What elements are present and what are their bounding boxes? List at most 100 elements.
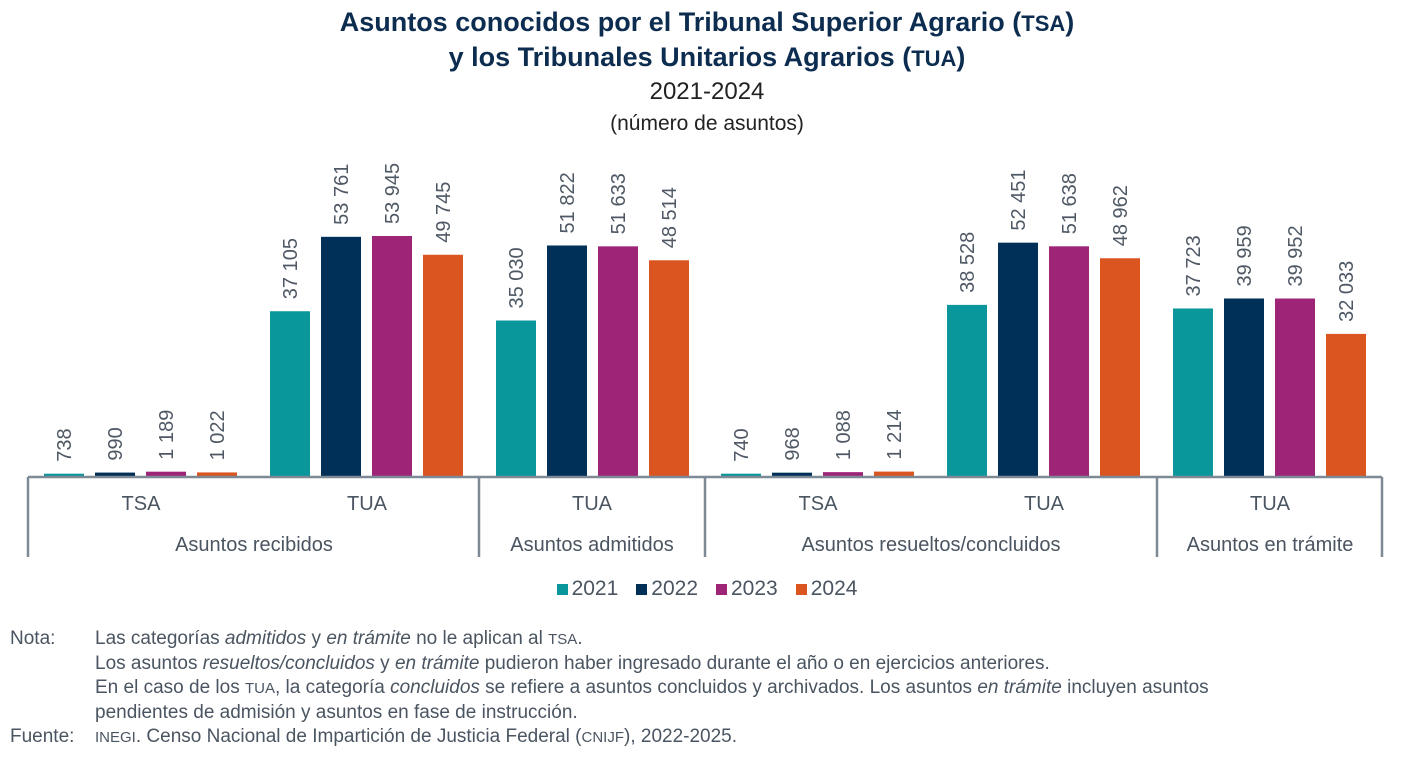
legend: 2021 2022 2023 2024 xyxy=(0,577,1414,601)
value-labels-layer: 738 37 105 35 030 740 38 528 37 723 990 53 761 5… xyxy=(54,163,1358,462)
t: y xyxy=(374,653,395,674)
value-label: 1 189 xyxy=(156,410,178,460)
group-category-label: Asuntos resueltos/concluidos xyxy=(801,534,1060,556)
t: resueltos/concluidos xyxy=(202,653,375,674)
bar-2021-5 xyxy=(1173,308,1213,477)
sub-category-label: TUA xyxy=(572,493,613,515)
bar-2023-1 xyxy=(372,236,412,477)
value-label: 38 528 xyxy=(957,232,979,293)
value-label: 39 952 xyxy=(1285,225,1307,286)
value-label: 37 723 xyxy=(1183,235,1205,296)
t: CNIJF xyxy=(581,729,625,746)
bar-2022-2 xyxy=(547,245,587,477)
legend-swatch xyxy=(636,583,648,595)
note-spacer xyxy=(10,652,95,676)
value-label: 53 761 xyxy=(331,164,353,225)
notes: Nota: Las categorías admitidos y en trám… xyxy=(10,627,1209,750)
chart-period: 2021-2024 xyxy=(649,78,765,105)
note-3: En el caso de los TUA, la categoría conc… xyxy=(10,676,1209,701)
title-paren: ) xyxy=(956,42,966,72)
note-text: Los asuntos resueltos/concluidos y en tr… xyxy=(95,652,1050,676)
chart-title-line2: y los Tribunales Unitarios Agrarios (TUA… xyxy=(0,41,1414,75)
value-label: 39 959 xyxy=(1234,225,1256,286)
t: , la categoría xyxy=(274,677,391,698)
note-1: Nota: Las categorías admitidos y en trám… xyxy=(10,627,1209,652)
legend-item-2022: 2022 xyxy=(636,577,698,601)
source-label: Fuente: xyxy=(10,726,75,747)
value-label: 52 451 xyxy=(1008,170,1030,231)
legend-item-2024: 2024 xyxy=(795,577,858,601)
value-label: 51 638 xyxy=(1059,173,1081,234)
sub-category-label: TUA xyxy=(1250,493,1291,515)
bar-2024-0 xyxy=(197,472,237,477)
legend-swatch xyxy=(795,583,807,595)
sub-category-label: TUA xyxy=(1024,493,1065,515)
bar-2022-4 xyxy=(998,242,1038,477)
bar-2023-2 xyxy=(598,246,638,477)
bar-2024-5 xyxy=(1326,333,1366,477)
t: y xyxy=(306,628,327,649)
value-label: 1 214 xyxy=(884,410,906,460)
value-label: 37 105 xyxy=(280,238,302,299)
legend-label: 2021 xyxy=(571,577,619,600)
t: admitidos xyxy=(224,628,307,649)
title-abbr-tsa: TSA xyxy=(1021,11,1066,36)
chart-title-line1: Asuntos conocidos por el Tribunal Superi… xyxy=(0,6,1414,40)
t: pudieron haber ingresado durante el año … xyxy=(479,653,1050,674)
value-label: 51 822 xyxy=(557,172,579,233)
bars-layer xyxy=(44,236,1366,477)
bar-2021-1 xyxy=(270,311,310,477)
t: . Censo Nacional de Impartición de Justi… xyxy=(135,726,582,747)
value-label: 48 514 xyxy=(659,187,681,248)
value-label: 738 xyxy=(54,428,76,461)
group-category-label: Asuntos en trámite xyxy=(1187,534,1354,556)
t: no le aplican al xyxy=(410,628,549,649)
source-text: INEGI. Censo Nacional de Impartición de … xyxy=(95,725,737,750)
bar-2024-1 xyxy=(423,254,463,477)
bar-2021-4 xyxy=(947,304,987,477)
value-label: 49 745 xyxy=(433,182,455,243)
t: TSA xyxy=(548,631,578,648)
t: TUA xyxy=(244,680,275,697)
sub-category-label: TSA xyxy=(799,493,839,515)
value-label: 990 xyxy=(105,427,127,460)
bar-2023-5 xyxy=(1275,298,1315,477)
sub-category-label: TSA xyxy=(122,493,162,515)
legend-item-2021: 2021 xyxy=(556,577,619,601)
note-label: Nota: xyxy=(10,628,56,649)
note-2: Los asuntos resueltos/concluidos y en tr… xyxy=(10,652,1209,676)
t: En el caso de los xyxy=(95,677,245,698)
source: Fuente: INEGI. Censo Nacional de Imparti… xyxy=(10,725,1209,750)
value-label: 48 962 xyxy=(1110,185,1132,246)
note-4: pendientes de admisión y asuntos en fase… xyxy=(10,701,1209,725)
bar-2023-3 xyxy=(823,472,863,477)
sub-category-label: TUA xyxy=(347,493,388,515)
value-label: 1 022 xyxy=(207,410,229,460)
bar-chart: 738 37 105 35 030 740 38 528 37 723 990 53 761 5… xyxy=(26,163,1384,557)
value-label: 53 945 xyxy=(382,163,404,224)
t: . xyxy=(577,628,583,649)
t: en trámite xyxy=(394,653,480,674)
t: Los asuntos xyxy=(95,653,203,674)
bar-2021-3 xyxy=(721,473,761,477)
title-abbr-tua: TUA xyxy=(911,46,957,71)
category-axis: TSA TUA TUA TSA TUA TUA Asuntos recibidos Asunt… xyxy=(26,475,1384,557)
bar-2024-2 xyxy=(649,260,689,477)
t: Las categorías xyxy=(95,628,225,649)
t: ), 2022-2025. xyxy=(624,726,738,747)
bar-2023-4 xyxy=(1049,246,1089,477)
note-text: Las categorías admitidos y en trámite no… xyxy=(95,627,583,652)
group-category-label: Asuntos recibidos xyxy=(175,534,333,556)
bar-2022-3 xyxy=(772,472,812,477)
bar-2023-0 xyxy=(146,471,186,477)
value-label: 968 xyxy=(782,427,804,460)
bar-2021-0 xyxy=(44,473,84,477)
legend-label: 2024 xyxy=(810,577,858,600)
t: incluyen asuntos xyxy=(1061,677,1209,698)
t: INEGI xyxy=(95,729,136,746)
legend-label: 2023 xyxy=(731,577,778,600)
title-text: Asuntos conocidos por el Tribunal Superi… xyxy=(339,7,1022,37)
bar-2021-2 xyxy=(496,320,536,477)
bar-2022-1 xyxy=(321,236,361,477)
value-label: 32 033 xyxy=(1336,261,1358,322)
